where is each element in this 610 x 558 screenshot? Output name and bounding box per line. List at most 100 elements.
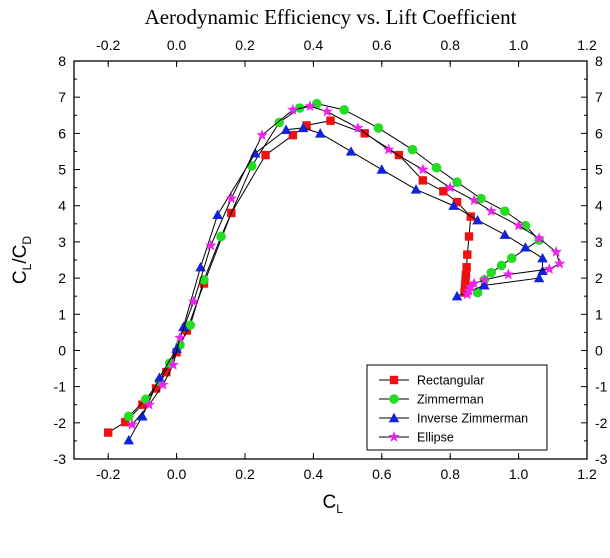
y-tick-label-right: -1: [595, 379, 608, 395]
y-tick-label-left: -3: [54, 451, 67, 467]
legend-label: Rectangular: [417, 374, 484, 388]
x-tick-label-bottom: 0.0: [167, 466, 187, 482]
y-axis-title-num-main: C: [10, 270, 31, 284]
data-point: [171, 343, 182, 353]
data-point: [304, 100, 316, 112]
data-point: [376, 164, 388, 174]
y-tick-label-right: 0: [595, 342, 603, 358]
y-tick-label-left: 3: [58, 234, 66, 250]
data-point: [468, 277, 480, 289]
data-point: [452, 197, 462, 207]
data-point: [537, 252, 548, 263]
data-point: [382, 143, 395, 155]
series-zimmerman: [123, 98, 544, 422]
data-point: [407, 144, 418, 155]
data-point: [463, 250, 472, 259]
data-point: [461, 270, 471, 279]
data-point: [465, 281, 477, 292]
data-point: [280, 124, 292, 134]
data-point: [167, 358, 179, 370]
legend-label: Zimmerman: [417, 393, 484, 407]
x-tick-label-bottom: 1.0: [509, 466, 529, 482]
data-point: [185, 320, 196, 330]
x-tick-label-bottom: 0.8: [440, 466, 460, 482]
data-point: [157, 378, 169, 390]
data-point: [451, 290, 463, 301]
x-tick-label-top: 0.0: [167, 37, 187, 53]
legend: Rectangular Zimmerman Inverse Zimmerman Ell…: [366, 364, 548, 451]
data-point: [478, 273, 491, 285]
data-point: [472, 287, 483, 298]
data-point: [476, 193, 486, 204]
y-tick-label-right: 1: [595, 306, 603, 322]
y-tick-label-left: 0: [58, 342, 66, 358]
y-tick-label-left: 2: [58, 270, 66, 286]
y-axis-title: CL/CD: [10, 236, 34, 284]
data-point: [496, 260, 507, 271]
data-point: [486, 267, 497, 278]
data-point: [468, 194, 480, 206]
x-tick-label-bottom: 0.4: [304, 466, 324, 482]
x-tick-label-top: 0.2: [235, 37, 255, 53]
y-axis-title-den-sub: D: [20, 236, 34, 245]
data-point: [417, 163, 429, 175]
x-tick-label-top: 1.2: [577, 37, 597, 53]
data-point: [499, 229, 511, 239]
data-point: [256, 129, 268, 141]
data-point: [151, 384, 161, 393]
y-tick-label-left: 4: [58, 198, 66, 214]
data-point: [321, 105, 333, 117]
data-point: [339, 105, 349, 115]
y-tick-label-left: 1: [58, 306, 66, 322]
data-point: [174, 331, 186, 343]
x-axis-title: CL: [323, 492, 344, 516]
data-point: [543, 263, 556, 274]
legend-item: Inverse Zimmerman: [379, 412, 528, 426]
data-point: [520, 242, 531, 252]
data-point: [550, 246, 562, 257]
y-tick-label-right: 5: [595, 162, 603, 178]
y-tick-label-right: 7: [595, 89, 603, 105]
y-tick-label-right: 2: [595, 270, 603, 286]
y-tick-label-left: 5: [58, 162, 66, 178]
y-tick-label-right: 4: [595, 198, 603, 214]
data-point: [479, 280, 490, 290]
data-point: [123, 434, 134, 445]
legend-label: Ellipse: [417, 431, 454, 445]
y-axis-title-num-sub: L: [20, 263, 34, 270]
data-point: [162, 367, 171, 377]
data-point: [502, 268, 515, 280]
data-point: [137, 411, 148, 421]
data-point: [431, 162, 442, 173]
x-tick-label-bottom: 0.2: [235, 466, 255, 482]
data-point: [512, 219, 525, 231]
data-point: [553, 257, 566, 269]
data-point: [123, 411, 134, 422]
data-point: [297, 122, 309, 133]
y-tick-label-left: 6: [58, 125, 66, 141]
x-tick-label-top: 0.8: [440, 37, 460, 53]
data-point: [205, 239, 217, 251]
data-point: [314, 128, 326, 138]
chart-title: Aerodynamic Efficiency vs. Lift Coeffici…: [145, 5, 517, 29]
y-tick-label-left: 8: [58, 53, 66, 69]
data-point: [126, 418, 138, 430]
data-point: [216, 231, 226, 242]
x-tick-label-top: -0.2: [96, 37, 120, 53]
data-point: [464, 232, 474, 241]
y-tick-label-right: 6: [595, 125, 603, 141]
data-point: [274, 117, 285, 128]
data-point: [418, 176, 428, 185]
series-layer: [104, 98, 566, 445]
series-ellipse: [126, 100, 566, 430]
data-point: [439, 187, 448, 196]
data-point: [520, 220, 531, 231]
data-point: [287, 103, 299, 115]
y-tick-label-right: 3: [595, 234, 603, 250]
x-tick-label-bottom: 0.6: [372, 466, 392, 482]
data-point: [143, 398, 155, 410]
data-point: [463, 284, 475, 296]
data-point: [212, 209, 223, 219]
data-point: [461, 280, 470, 289]
